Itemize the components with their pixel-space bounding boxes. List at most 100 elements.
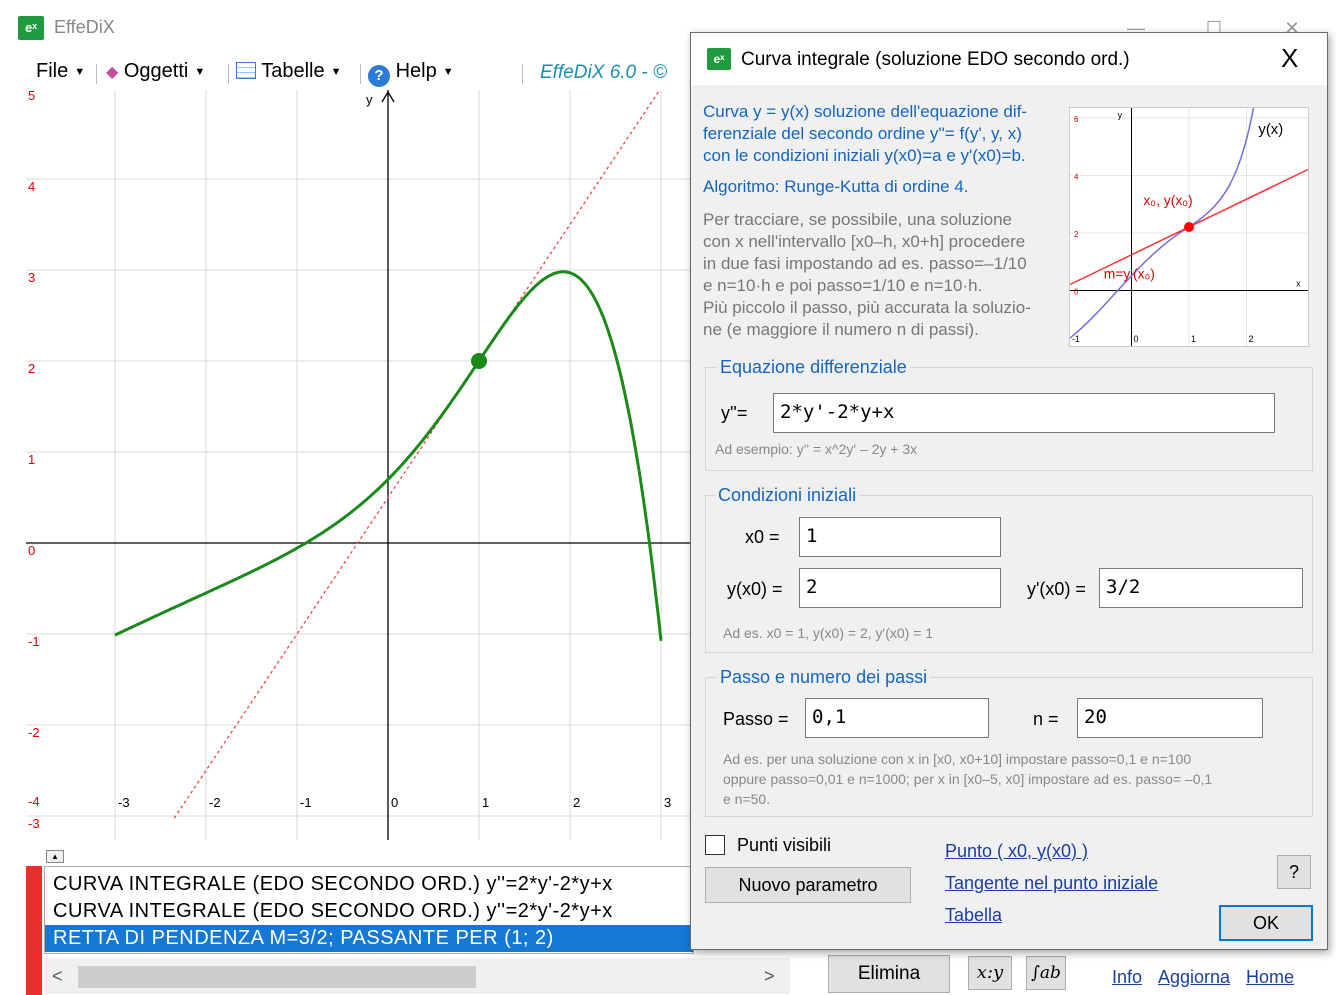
home-link[interactable]: Home [1246, 967, 1295, 987]
mini-tick: 2 [1249, 334, 1254, 344]
dyx0-label: y'(x0) = [1027, 579, 1086, 599]
color-strip [26, 866, 42, 995]
integral-curve[interactable] [114, 270, 663, 641]
punto-link[interactable]: Punto ( x0, y(x0) ) [945, 841, 1089, 861]
graph-canvas[interactable]: y 5 4 3 2 1 0 -1 -2 -3 -4 -3 -2 -1 0 1 2 3 [26, 90, 690, 840]
step-hint-line: oppure passo=0,01 e n=1000; per x in [x0… [723, 771, 1213, 787]
equation-input[interactable]: 2*y'-2*y+x [773, 393, 1275, 433]
initial-point[interactable] [471, 353, 487, 369]
passo-input[interactable]: 0,1 [805, 698, 989, 738]
tabella-link[interactable]: Tabella [945, 905, 1003, 925]
aggiorna-link[interactable]: Aggiorna [1158, 967, 1231, 987]
x-tick-labels: -3 -2 -1 0 1 2 3 [118, 795, 671, 810]
dialog-close-icon[interactable]: X [1281, 43, 1299, 73]
help-button[interactable]: ? [1277, 855, 1311, 889]
dialog-title-bar: eˣ Curva integrale (soluzione EDO second… [691, 33, 1327, 85]
initial-conditions-title: Condizioni iniziali [715, 485, 860, 506]
illustration-graph: 6 4 2 0 -1 0 1 2 y x y(x) x₀, y(x₀) m=y'… [1069, 107, 1309, 347]
caret-down-icon: ▼ [194, 65, 206, 78]
object-list-item[interactable]: CURVA INTEGRALE (EDO SECONDO ORD.) y''=2… [53, 900, 613, 922]
mini-tick: -1 [1072, 334, 1080, 344]
description-line: con le condizioni iniziali y(x0)=a e y'(… [703, 146, 1026, 165]
ok-button[interactable]: OK [1219, 905, 1313, 941]
y-axis-arrow [381, 90, 395, 103]
description-line: ferenziale del secondo ordine y''= f(y',… [703, 124, 1022, 143]
scrollbar-thumb[interactable] [78, 966, 476, 988]
mini-x-label: x [1296, 279, 1301, 289]
tangent-line[interactable] [173, 90, 661, 819]
caret-down-icon: ▼ [442, 65, 454, 78]
dialog-title: Curva integrale (soluzione EDO secondo o… [741, 49, 1130, 70]
menu-tabelle[interactable]: Tabelle ▼ [236, 60, 341, 83]
menu-tabelle-label: Tabelle [261, 60, 325, 82]
version-label: EffeDiX 6.0 - © [540, 62, 667, 83]
object-list[interactable]: CURVA INTEGRALE (EDO SECONDO ORD.) y''=2… [44, 866, 694, 954]
tangente-link[interactable]: Tangente nel punto iniziale [945, 873, 1159, 893]
caret-down-icon: ▼ [74, 65, 86, 78]
algorithm-text: Algoritmo: Runge-Kutta di ordine 4. [703, 177, 969, 196]
y-tick-label: -4 [28, 794, 40, 809]
x0-input[interactable]: 1 [799, 517, 1001, 557]
y-tick-label: 0 [28, 543, 35, 558]
y-tick-label: -3 [28, 816, 40, 831]
mini-point-label: x₀, y(x₀) [1143, 192, 1192, 208]
x0-label: x0 = [745, 527, 780, 547]
n-input[interactable]: 20 [1077, 698, 1263, 738]
xy-table-button[interactable]: x:y [968, 956, 1012, 990]
x-tick-label: 1 [482, 795, 489, 810]
menu-help-label: Help [395, 60, 437, 82]
step-hint: Ad es. per una soluzione con x in [x0, x… [723, 749, 1212, 809]
grid [26, 90, 690, 840]
collapse-list-button[interactable]: ▲ [46, 850, 64, 863]
n-label: n = [1033, 709, 1059, 729]
object-list-item[interactable]: CURVA INTEGRALE (EDO SECONDO ORD.) y''=2… [53, 873, 613, 895]
y-tick-label: 4 [28, 179, 35, 194]
yx0-input[interactable]: 2 [799, 568, 1001, 608]
caret-down-icon: ▼ [330, 65, 342, 78]
window-title: EffeDiX [54, 17, 115, 37]
table-icon [236, 62, 256, 79]
y-tick-label: 2 [28, 361, 35, 376]
step-hint-line: Ad es. per una soluzione con x in [x0, x… [723, 751, 1192, 767]
x-tick-label: 2 [573, 795, 580, 810]
menu-help[interactable]: ? Help ▼ [368, 60, 454, 87]
elimina-button[interactable]: Elimina [828, 955, 950, 993]
scroll-right-icon[interactable]: > [764, 966, 775, 986]
info-link[interactable]: Info [1112, 967, 1143, 987]
instruction-line: Per tracciare, se possibile, una soluzio… [703, 210, 1012, 229]
left-tick-labels: 5 4 3 2 1 0 -1 -2 -3 -4 [28, 90, 40, 831]
step-group-title: Passo e numero dei passi [717, 667, 931, 688]
mini-tick: 0 [1074, 287, 1079, 296]
menu-oggetti[interactable]: ◆ Oggetti ▼ [106, 60, 205, 83]
object-list-item-selected[interactable]: RETTA DI PENDENZA M=3/2; PASSANTE PER (1… [45, 925, 693, 952]
instruction-line: e n=10·h e poi passo=1/10 e n=10·h. [703, 276, 983, 295]
mini-tick: 1 [1191, 334, 1196, 344]
description-line: Curva y = y(x) soluzione dell'equazione … [703, 102, 1028, 121]
dialog-logo: eˣ [707, 48, 731, 70]
instruction-line: con x nell'intervallo [x0–h, x0+h] proce… [703, 232, 1026, 251]
punti-visibili-checkbox[interactable] [705, 835, 725, 855]
app-logo: eˣ [18, 16, 44, 40]
mini-tick: 2 [1074, 230, 1078, 239]
y-tick-label: -2 [28, 725, 40, 740]
mini-tick: 0 [1133, 334, 1138, 344]
menu-separator [96, 64, 97, 84]
yx0-label: y(x0) = [727, 579, 783, 599]
mini-curve [1070, 108, 1255, 339]
nuovo-parametro-button[interactable]: Nuovo parametro [705, 867, 911, 903]
instruction-line: Più piccolo il passo, più accurata la so… [703, 298, 1031, 317]
scroll-left-icon[interactable]: < [52, 966, 63, 986]
step-group [705, 677, 1313, 817]
y-tick-label: 5 [28, 90, 35, 103]
initial-conditions-group [705, 495, 1313, 653]
initial-conditions-hint: Ad es. x0 = 1, y(x0) = 2, y'(x0) = 1 [723, 625, 934, 641]
instruction-line: in due fasi impostando ad es. passo=–1/1… [703, 254, 1027, 273]
help-icon: ? [368, 65, 390, 87]
x-tick-label: 3 [664, 795, 671, 810]
integral-button[interactable]: ∫ab [1026, 956, 1066, 990]
mini-tick: 6 [1074, 115, 1079, 124]
dyx0-input[interactable]: 3/2 [1099, 568, 1303, 608]
menu-file[interactable]: File ▼ [36, 60, 85, 83]
menu-separator [228, 64, 229, 84]
x-tick-label: -2 [209, 795, 221, 810]
